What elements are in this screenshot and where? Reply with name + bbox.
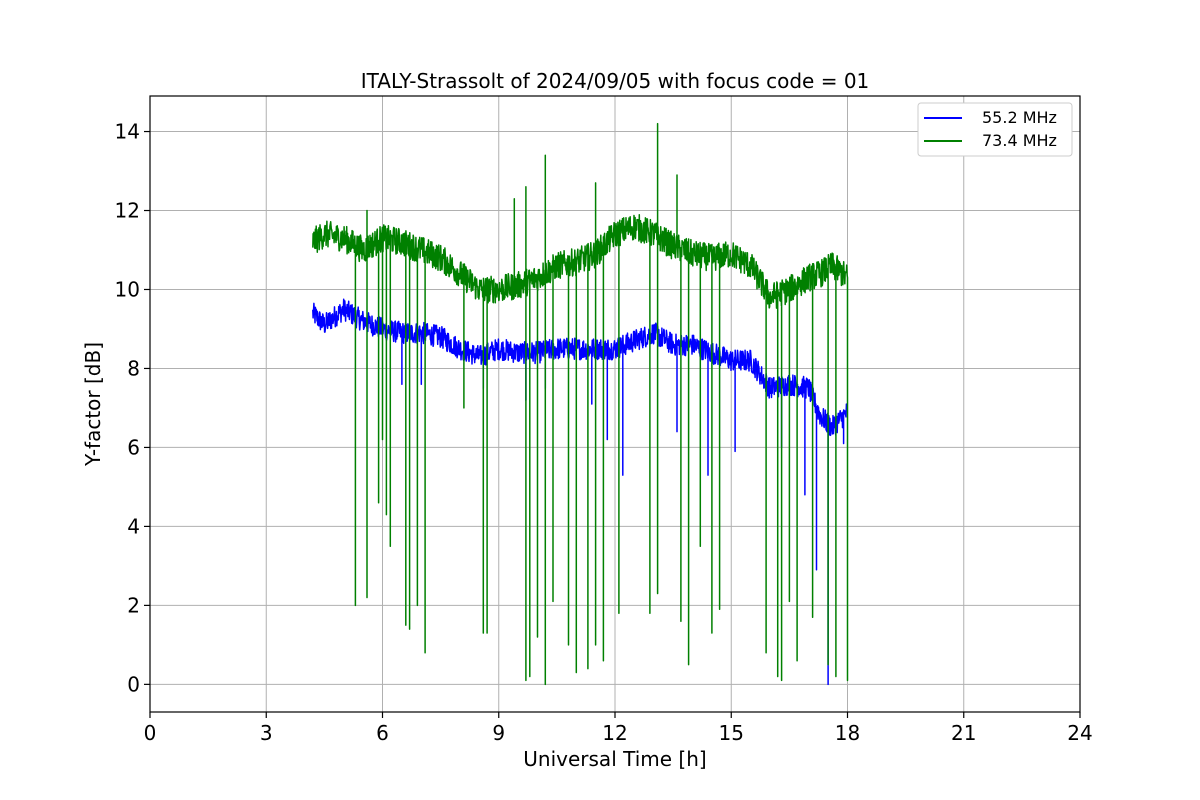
x-tick-label: 6	[376, 721, 389, 745]
legend-label-series-1: 55.2 MHz	[982, 108, 1057, 127]
x-tick-label: 15	[719, 721, 744, 745]
x-tick-label: 21	[951, 721, 976, 745]
x-tick-label: 9	[492, 721, 505, 745]
y-tick-label: 10	[115, 277, 140, 301]
y-axis-label: Y-factor [dB]	[81, 342, 105, 467]
y-tick-label: 2	[127, 593, 140, 617]
legend-label-series-2: 73.4 MHz	[982, 131, 1057, 150]
y-tick-label: 12	[115, 199, 140, 223]
legend-box	[917, 102, 1073, 157]
series-line-2	[312, 122, 849, 686]
x-axis-label: Universal Time [h]	[523, 747, 706, 771]
x-tick-label: 18	[835, 721, 860, 745]
y-tick-label: 14	[115, 120, 140, 144]
x-tick-label: 24	[1067, 721, 1092, 745]
series-line-1	[312, 298, 849, 686]
legend: 55.2 MHz 73.4 MHz	[917, 102, 1073, 157]
x-tick-label: 12	[602, 721, 627, 745]
x-tick-label: 3	[260, 721, 273, 745]
y-tick-label: 8	[127, 356, 140, 380]
y-tick-label: 0	[127, 672, 140, 696]
chart-title: ITALY-Strassolt of 2024/09/05 with focus…	[361, 69, 870, 93]
x-tick-label: 0	[144, 721, 157, 745]
grid	[149, 96, 1081, 712]
y-tick-label: 6	[127, 435, 140, 459]
y-tick-label: 4	[127, 514, 140, 538]
plot-area	[312, 122, 849, 686]
